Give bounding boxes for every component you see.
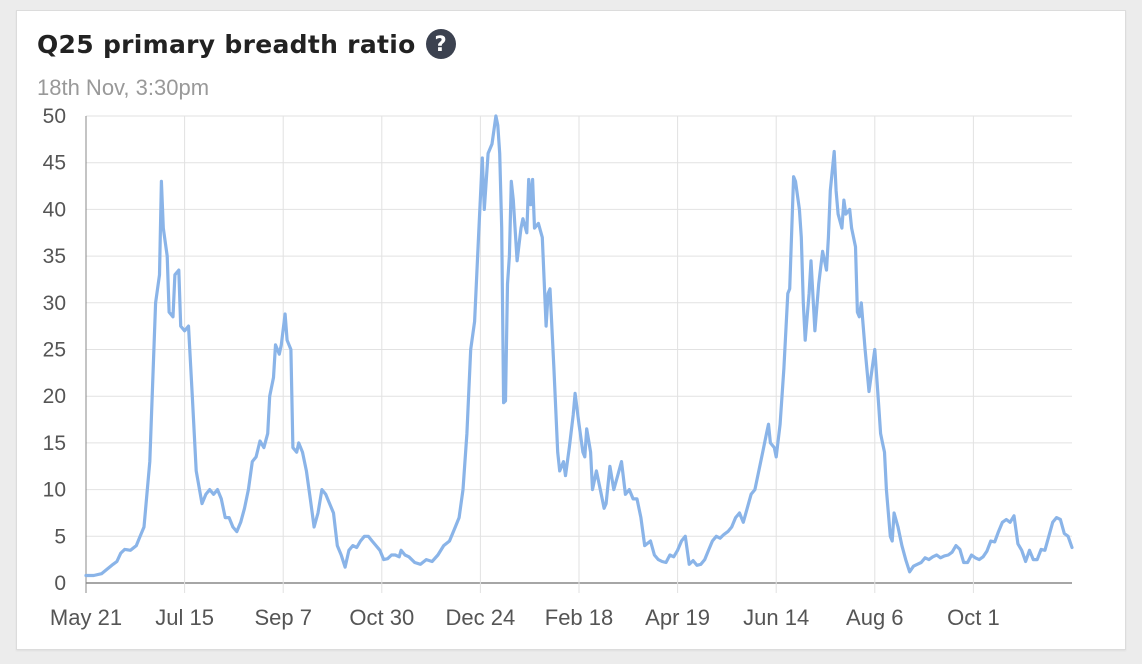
x-tick-label: Oct 30 (349, 605, 414, 630)
x-tick-label: May 21 (50, 605, 122, 630)
x-axis-ticks: May 21 Jul 15 Sep 7 Oct 30 Dec 24 Feb 18 Apr 1… (50, 605, 1000, 630)
y-axis-ticks: 0 5 10 15 20 25 30 35 40 45 50 (43, 105, 66, 595)
grid (85, 115, 1072, 593)
x-tick-label: Apr 19 (645, 605, 710, 630)
y-tick-label: 15 (43, 432, 66, 455)
y-tick-label: 0 (54, 572, 66, 595)
y-tick-label: 35 (43, 245, 66, 268)
y-tick-label: 45 (43, 152, 66, 175)
x-tick-label: Dec 24 (446, 605, 516, 630)
x-tick-label: Aug 6 (846, 605, 904, 630)
chart-title: Q25 primary breadth ratio (37, 29, 416, 59)
x-tick-label: Oct 1 (947, 605, 1000, 630)
chart-timestamp: 18th Nov, 3:30pm (37, 75, 210, 100)
y-tick-label: 10 (43, 479, 66, 502)
series-layer (84, 114, 1074, 578)
series-line (84, 114, 1074, 578)
y-tick-label: 50 (43, 105, 66, 128)
question-circle-icon[interactable]: ? (425, 29, 456, 59)
x-tick-label: Feb 18 (545, 605, 614, 630)
x-tick-label: Jul 15 (155, 605, 214, 630)
x-tick-label: Jun 14 (743, 605, 809, 630)
y-tick-label: 20 (43, 385, 66, 408)
chart-card: Q25 primary breadth ratio ? 18th Nov, 3:… (16, 10, 1126, 650)
x-tick-label: Sep 7 (254, 605, 312, 630)
y-tick-label: 25 (43, 339, 66, 362)
y-tick-label: 5 (54, 525, 66, 548)
y-tick-label: 30 (43, 292, 66, 315)
y-tick-label: 40 (43, 198, 66, 221)
card-header: Q25 primary breadth ratio ? (37, 29, 456, 59)
